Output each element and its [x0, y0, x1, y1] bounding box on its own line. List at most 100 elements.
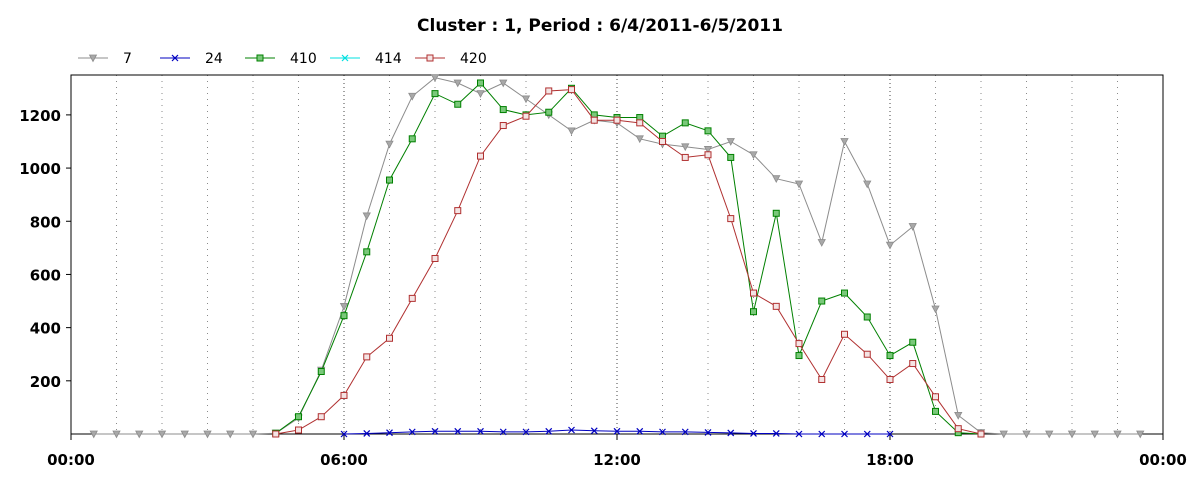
data-point [704, 151, 712, 159]
data-point [909, 338, 917, 346]
data-point [363, 353, 371, 361]
data-point [909, 360, 917, 368]
series-420 [272, 86, 985, 438]
x-stroke [386, 429, 393, 437]
data-point [863, 313, 871, 321]
data-point [363, 430, 371, 437]
data-point [885, 241, 895, 250]
data-point [430, 74, 440, 83]
data-point [317, 413, 325, 421]
legend-item-7: 7 [78, 51, 132, 67]
data-point [750, 308, 757, 316]
x-stroke [545, 427, 553, 435]
data-point [431, 90, 439, 98]
data-point [362, 212, 371, 221]
data-point [590, 427, 598, 435]
x-stroke [341, 54, 349, 62]
data-point [477, 427, 484, 435]
data-point [954, 425, 962, 433]
data-point [886, 375, 894, 383]
data-point [931, 305, 940, 314]
x-stroke [818, 430, 826, 438]
legend-label: 7 [123, 51, 132, 67]
y-tick-label: 200 [30, 373, 61, 391]
data-point [932, 393, 939, 401]
y-tick-label: 400 [30, 320, 61, 338]
x-stroke [863, 430, 871, 438]
data-point [499, 428, 507, 436]
data-point [386, 334, 393, 342]
data-point [863, 350, 871, 358]
data-point [408, 428, 416, 436]
x-stroke [704, 428, 712, 436]
data-point [477, 79, 484, 87]
legend-item-410: 410 [245, 51, 317, 67]
data-point [886, 352, 894, 360]
data-point [408, 135, 416, 143]
data-point [727, 429, 735, 437]
data-point [340, 312, 348, 320]
chart-title: Cluster : 1, Period : 6/4/2011-6/5/2011 [417, 16, 783, 36]
data-point [1090, 430, 1099, 439]
data-point [750, 430, 757, 437]
data-point [772, 302, 780, 310]
data-point [295, 426, 302, 434]
data-point [454, 207, 462, 215]
x-tick-label: 00:00 [1139, 451, 1187, 469]
legend-marker [426, 54, 434, 62]
data-point [818, 430, 826, 438]
data-point [135, 430, 144, 439]
legend: 7 24 410 414 420 [78, 51, 487, 67]
data-point [636, 119, 644, 127]
x-stroke [886, 430, 894, 438]
legend-marker [88, 54, 98, 63]
data-point [499, 122, 507, 130]
series-line-410 [275, 82, 982, 435]
data-point [681, 119, 689, 127]
data-point [522, 428, 530, 436]
data-point [340, 391, 348, 399]
data-point [386, 176, 393, 184]
data-point [863, 180, 872, 189]
data-point [203, 430, 212, 439]
data-point [795, 352, 803, 360]
axes: 200 400 600 800 1000 1200 00:00 06:00 12:00 18:00… [19, 74, 1187, 469]
data-point [545, 87, 553, 95]
y-tick-label: 1000 [19, 160, 61, 178]
data-point [635, 135, 644, 144]
x-stroke [590, 427, 598, 435]
data-point [681, 143, 690, 152]
y-tick-label: 1200 [19, 107, 61, 125]
data-point [703, 146, 713, 154]
x-stroke [454, 427, 462, 435]
data-point [886, 430, 894, 438]
y-tick-label: 600 [30, 266, 61, 284]
x-stroke [613, 427, 621, 435]
data-point [522, 112, 530, 120]
data-point [386, 429, 393, 437]
data-point [590, 116, 598, 124]
data-point [908, 223, 917, 231]
x-stroke [568, 426, 575, 434]
x-stroke [841, 430, 848, 438]
data-point [272, 430, 280, 438]
data-point [613, 116, 621, 124]
data-point [750, 289, 757, 297]
y-tick-label: 800 [30, 213, 61, 231]
data-point [431, 254, 439, 262]
data-point [1113, 430, 1122, 439]
x-stroke [750, 430, 757, 437]
data-point [545, 108, 553, 116]
data-point [818, 375, 826, 383]
legend-marker [171, 54, 179, 62]
data-point [477, 152, 484, 160]
x-stroke [659, 428, 666, 436]
data-point [454, 427, 462, 435]
data-point [817, 239, 826, 247]
plot-area [71, 75, 1163, 434]
data-point [521, 95, 531, 104]
data-point [726, 138, 735, 146]
data-point [545, 427, 553, 435]
data-point [954, 411, 963, 420]
